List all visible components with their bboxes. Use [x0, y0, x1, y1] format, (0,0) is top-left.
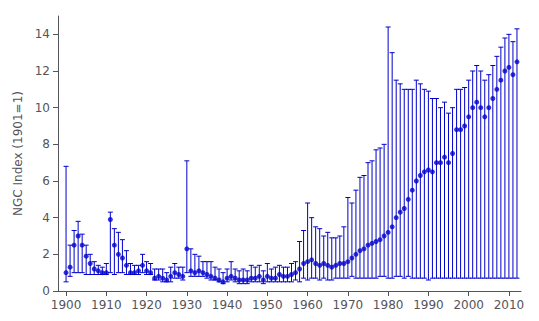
svg-text:1950: 1950 — [252, 298, 283, 312]
svg-text:1970: 1970 — [333, 298, 364, 312]
svg-text:2000: 2000 — [453, 298, 484, 312]
svg-text:1980: 1980 — [373, 298, 404, 312]
svg-text:1910: 1910 — [91, 298, 122, 312]
svg-text:8: 8 — [42, 137, 50, 151]
svg-text:1940: 1940 — [212, 298, 243, 312]
svg-text:10: 10 — [35, 101, 50, 115]
svg-text:12: 12 — [35, 64, 50, 78]
svg-text:6: 6 — [42, 174, 50, 188]
svg-text:2010: 2010 — [494, 298, 525, 312]
svg-text:0: 0 — [42, 284, 50, 298]
svg-text:1990: 1990 — [413, 298, 444, 312]
svg-text:1920: 1920 — [131, 298, 162, 312]
svg-text:1930: 1930 — [172, 298, 203, 312]
svg-text:1900: 1900 — [51, 298, 82, 312]
svg-text:1960: 1960 — [292, 298, 323, 312]
svg-text:2: 2 — [42, 247, 50, 261]
svg-text:4: 4 — [42, 211, 50, 225]
svg-text:14: 14 — [35, 27, 50, 41]
svg-text:NGC Index (1901=1): NGC Index (1901=1) — [11, 91, 25, 216]
